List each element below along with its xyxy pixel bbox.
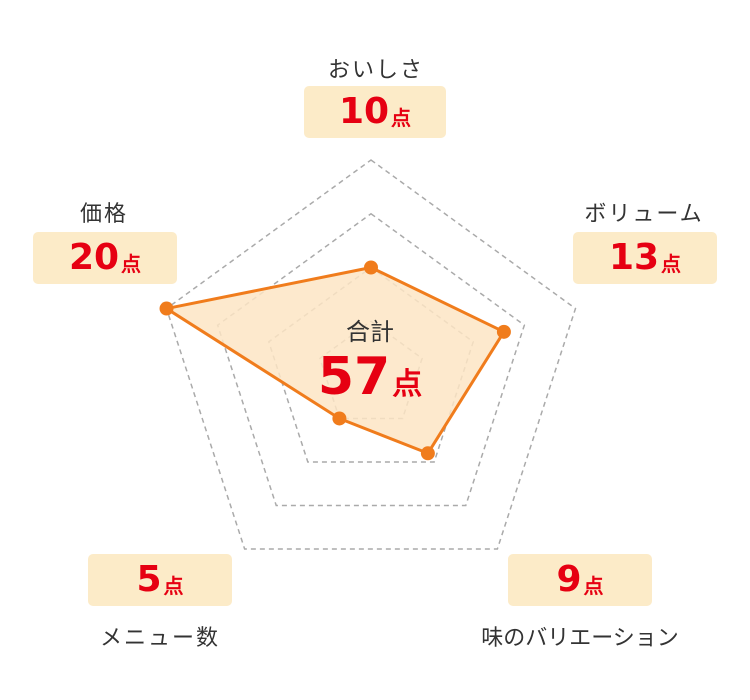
score-value-menu: 5 (136, 559, 162, 600)
data-point-1 (364, 260, 378, 275)
axis-label-price: 価格 (79, 202, 129, 227)
axis-label-taste: おいしさ (327, 58, 425, 83)
score-value-volume: 13 (608, 237, 660, 278)
total-score: 合計 57 点 (318, 312, 422, 403)
data-point-5 (159, 301, 174, 316)
score-unit-price: 点 (121, 251, 142, 276)
score-box-volume: 13 点 (573, 232, 717, 284)
score-value-taste: 10 (338, 91, 390, 132)
total-score-row: 57 点 (318, 351, 422, 403)
grid-ring-3 (216, 212, 526, 507)
score-box-menu: 5 点 (88, 554, 232, 606)
data-point-4 (332, 411, 347, 426)
data-area (165, 266, 506, 455)
score-box-price: 20 点 (33, 232, 177, 284)
score-value-price: 20 (68, 237, 120, 278)
total-label: 合計 (346, 318, 394, 346)
grid-ring-4 (165, 159, 577, 550)
data-points (159, 260, 511, 461)
score-box-variation: 9 点 (508, 554, 652, 606)
score-unit-taste: 点 (391, 105, 412, 130)
total-value: 57 (317, 347, 391, 407)
score-unit-volume: 点 (661, 251, 682, 276)
axis-label-variation: 味のバリエーション (481, 626, 679, 651)
data-point-2 (496, 324, 511, 339)
score-box-taste: 10 点 (304, 86, 446, 138)
axis-label-menu: メニュー数 (99, 626, 221, 651)
total-unit: 点 (392, 367, 423, 402)
score-value-variation: 9 (556, 559, 582, 600)
data-point-3 (420, 446, 435, 461)
score-unit-variation: 点 (583, 573, 604, 598)
score-unit-menu: 点 (163, 573, 184, 598)
axis-label-volume: ボリューム (584, 202, 704, 227)
